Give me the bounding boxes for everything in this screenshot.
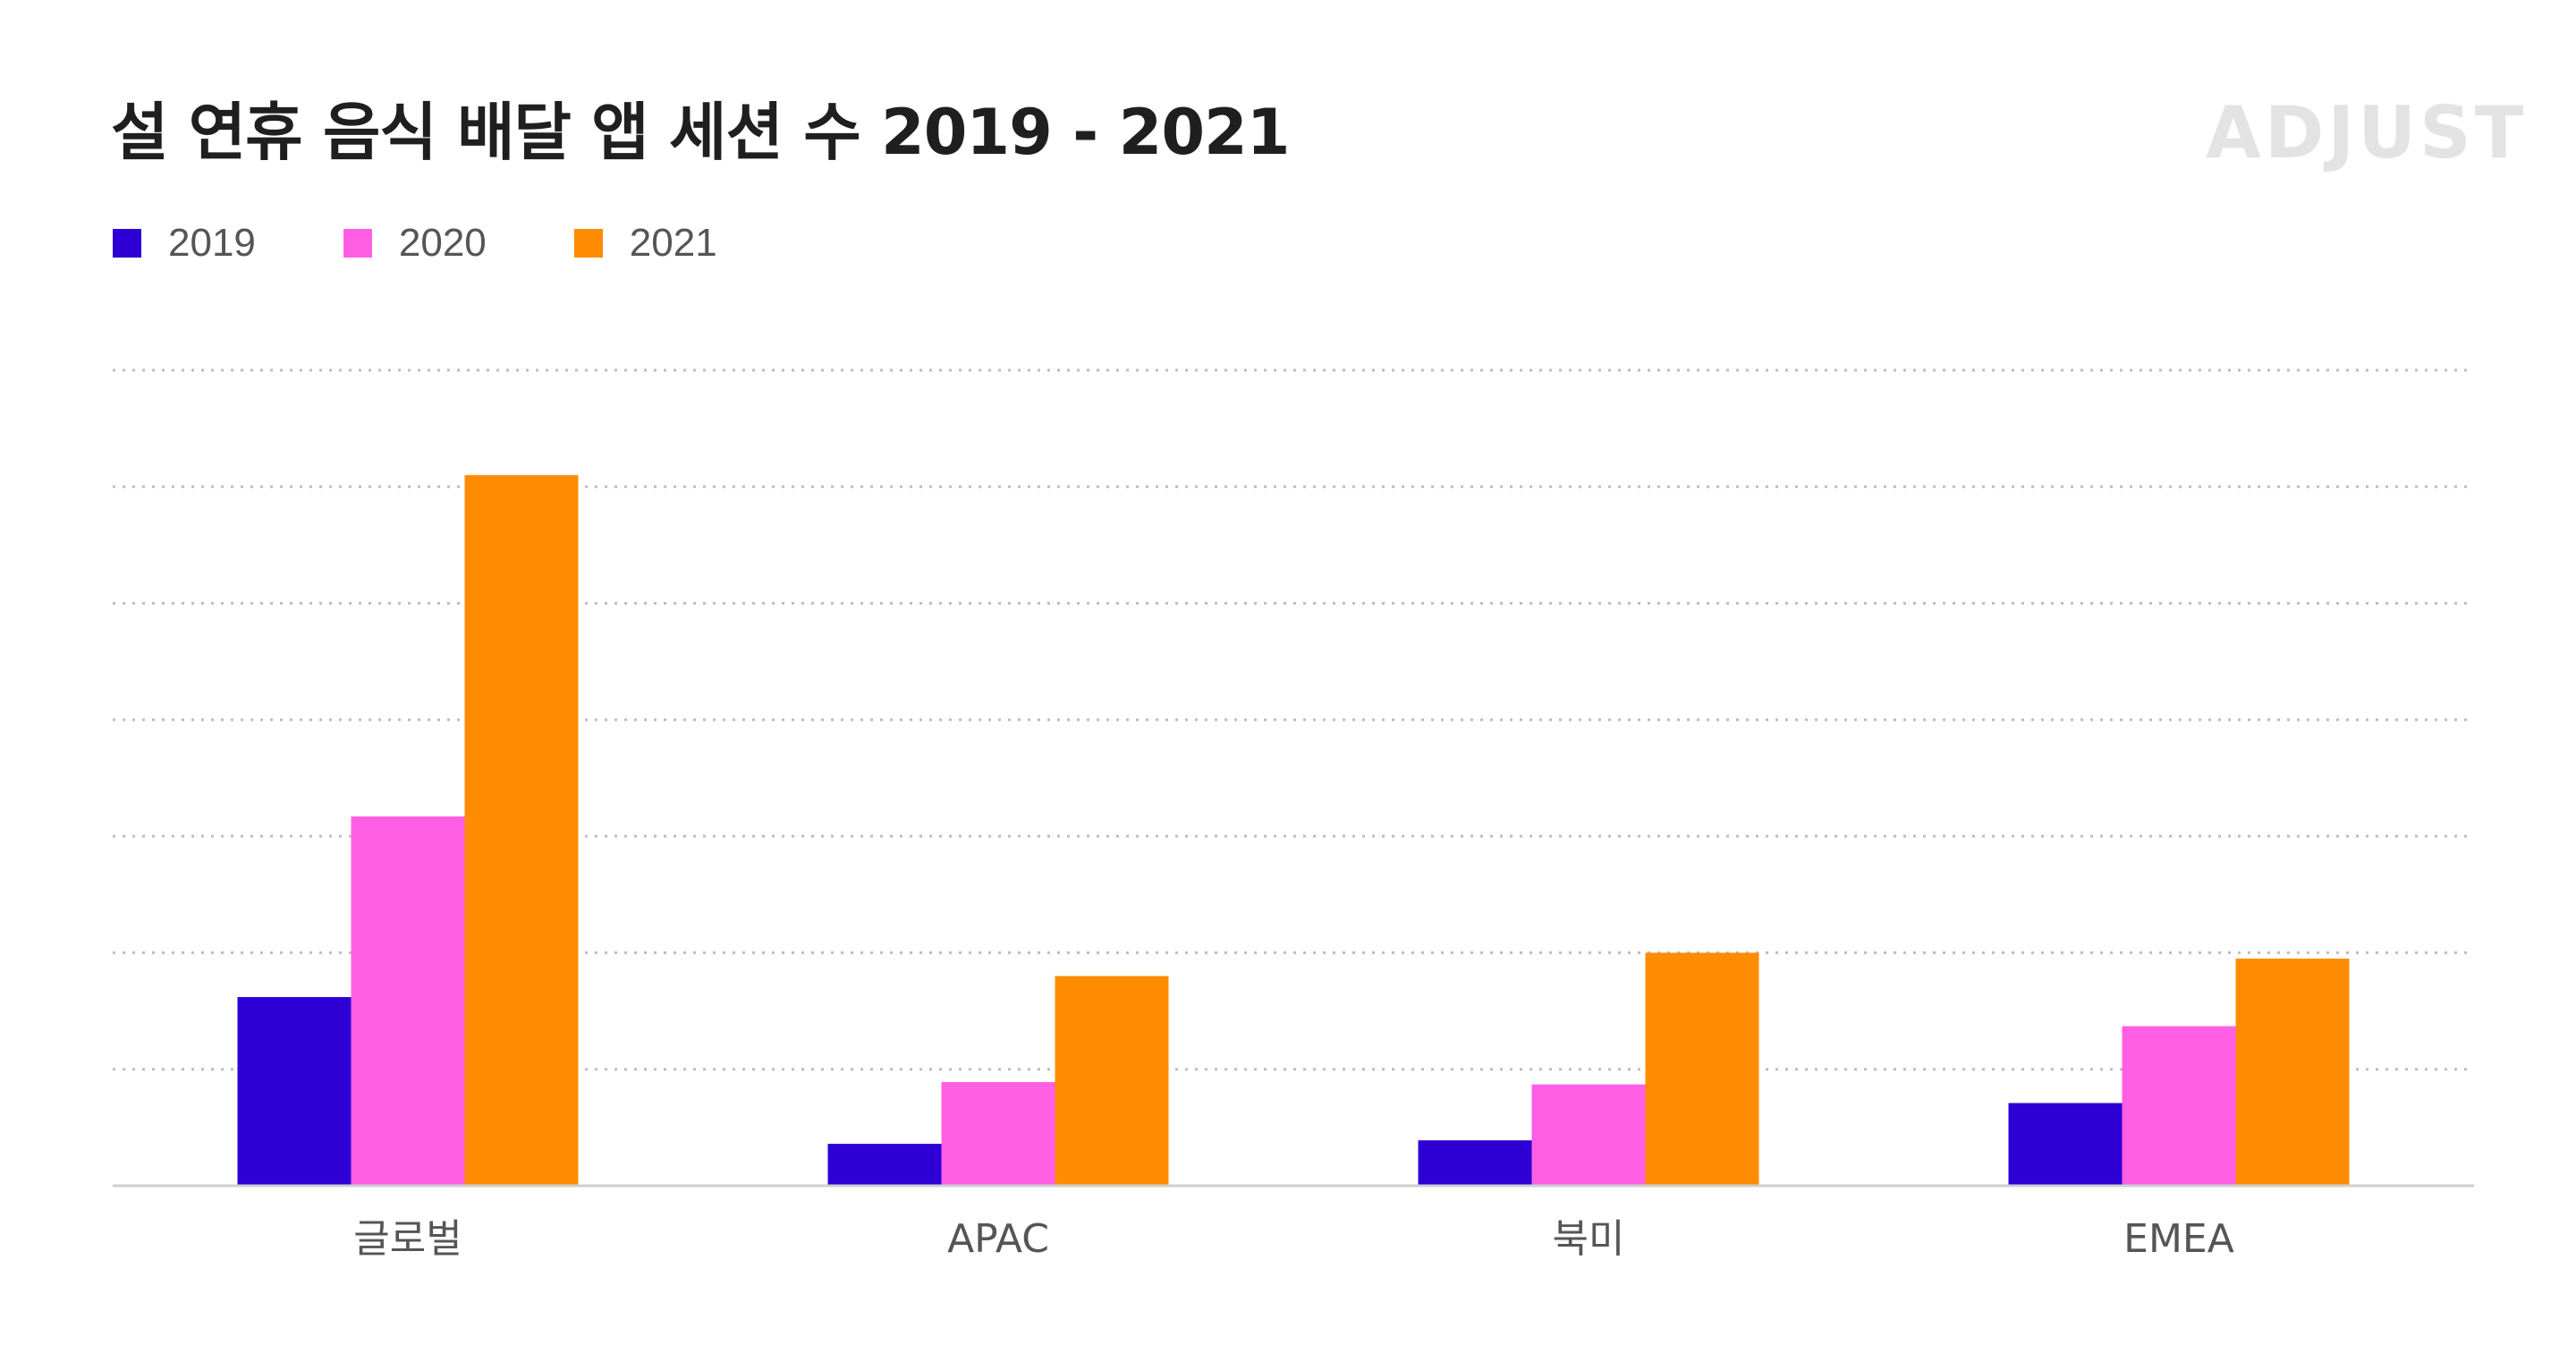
legend-swatch-2019 [113,229,141,258]
bar-2019-0 [237,996,352,1186]
adjust-logo: ADJUST [2206,91,2528,174]
bar-2021-3 [2235,958,2350,1186]
legend-item-2021: 2021 [573,221,717,266]
x-tick-label-1: APAC [947,1216,1049,1262]
legend-item-2019: 2019 [113,221,256,266]
bar-2021-0 [464,475,579,1186]
legend-label-2020: 2020 [398,221,487,265]
bar-2020-3 [2122,1026,2236,1186]
legend-label-2021: 2021 [629,221,717,265]
x-tick-label-3: EMEA [2123,1216,2234,1262]
bar-2021-2 [1645,952,1759,1186]
x-tick-label-0: 글로벌 [353,1216,462,1262]
bar-2021-1 [1055,976,1169,1186]
bars [237,475,2350,1186]
bar-2020-1 [941,1082,1055,1186]
x-axis-labels: 글로벌 APAC 북미 EMEA [353,1216,2234,1262]
x-tick-label-2: 북미 [1553,1216,1625,1262]
bar-2020-2 [1531,1084,1646,1186]
legend-swatch-2020 [343,229,372,258]
bar-2019-2 [1418,1140,1532,1186]
chart-title: 설 연휴 음식 배달 앱 세션 수 2019 - 2021 [111,96,1290,169]
legend-item-2020: 2020 [343,221,487,266]
legend-label-2019: 2019 [168,221,256,265]
bar-2019-1 [827,1144,942,1186]
legend-swatch-2021 [573,229,603,258]
bar-2020-0 [351,816,465,1186]
chart-legend: 2019 2020 2021 [113,218,805,268]
bar-2019-3 [2008,1103,2123,1186]
